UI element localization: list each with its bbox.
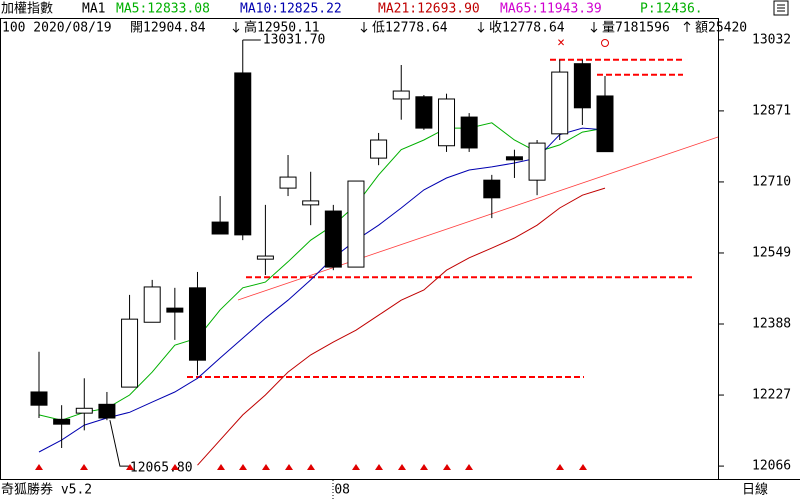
candle-body (30, 391, 48, 406)
signal-triangle (352, 464, 360, 470)
y-tick-label: 12549 (752, 245, 791, 260)
signal-triangle (126, 464, 134, 470)
signal-triangle (171, 464, 179, 470)
candle-body (188, 287, 206, 361)
x-tick-label: 08 (334, 483, 350, 498)
y-tick-label: 12227 (752, 388, 791, 403)
candle-body (143, 286, 161, 323)
quote-arrows (232, 21, 691, 33)
ma-line (38, 127, 606, 453)
candle-body (166, 307, 184, 313)
signal-triangle (262, 464, 270, 470)
legend-entry: MA21:12693.90 (378, 2, 480, 17)
signal-triangle (239, 464, 247, 470)
candle-body (460, 116, 478, 149)
annotation-label: 12065.80 (130, 461, 193, 476)
signal-triangle (465, 464, 473, 470)
y-tick-label: 12388 (752, 317, 791, 332)
candle-body (505, 156, 523, 161)
y-tick-label: 13032 (752, 32, 791, 47)
candle-body (324, 210, 342, 268)
candle-body (98, 403, 116, 419)
candle-body (392, 90, 410, 100)
annotation-label: 13031.70 (263, 32, 326, 47)
y-tick-label: 12871 (752, 103, 791, 118)
annotation-leader (109, 420, 130, 467)
sell-signal: × (557, 36, 565, 51)
candle-body (121, 318, 139, 388)
y-tick-label: 12066 (752, 459, 791, 474)
quote-amount: 額25420 (695, 21, 747, 36)
buy-signal (601, 39, 609, 47)
candle-body (370, 139, 388, 159)
candle-body (528, 142, 546, 181)
candle-body (596, 95, 614, 153)
candle-body (256, 255, 274, 260)
signal-triangle (217, 464, 225, 470)
signal-triangle (579, 464, 587, 470)
quote-open: 開12904.84 (130, 21, 206, 36)
legend-entry: MA65:11943.39 (500, 2, 602, 17)
candle-body (438, 98, 456, 147)
candle-body (347, 180, 365, 268)
candle-body (302, 200, 320, 206)
period: 日線 (742, 482, 768, 498)
candle-body (211, 221, 229, 235)
candle-body (75, 407, 93, 414)
candle-body (234, 72, 252, 236)
signal-triangle (420, 464, 428, 470)
signal-triangle (375, 464, 383, 470)
signal-triangle (556, 464, 564, 470)
candle-body (53, 418, 71, 425)
ma-line (38, 122, 606, 421)
trend-line (237, 136, 719, 301)
candle-body (551, 71, 569, 135)
legend-entry: MA10:12825.22 (240, 2, 342, 17)
signal-triangle (35, 464, 43, 470)
candle-body (573, 63, 591, 109)
candle-body (415, 96, 433, 129)
candle-body (483, 179, 501, 199)
quote-close: 收12778.64 (489, 21, 565, 36)
signal-triangle (443, 464, 451, 470)
quote-date: 100 2020/08/19 (2, 21, 112, 36)
menu-icon-lines (777, 4, 785, 12)
signal-triangle (80, 464, 88, 470)
signal-triangle (285, 464, 293, 470)
signal-triangle (307, 464, 315, 470)
legend-entry: MA5:12833.08 (116, 2, 210, 17)
y-tick-label: 12710 (752, 174, 791, 189)
ma-label: MA1 (82, 2, 105, 17)
quote-high: 高12950.11 (244, 20, 320, 36)
signal-triangle (398, 464, 406, 470)
quote-low: 低12778.64 (372, 21, 448, 36)
p-label: P:12436. (640, 2, 703, 17)
quote-volume: 量7181596 (602, 21, 670, 36)
index-name: 加權指數 (1, 2, 53, 17)
candle-body (279, 176, 297, 189)
ma-line (197, 187, 606, 466)
brand: 奇狐勝券 v5.2 (1, 482, 92, 498)
